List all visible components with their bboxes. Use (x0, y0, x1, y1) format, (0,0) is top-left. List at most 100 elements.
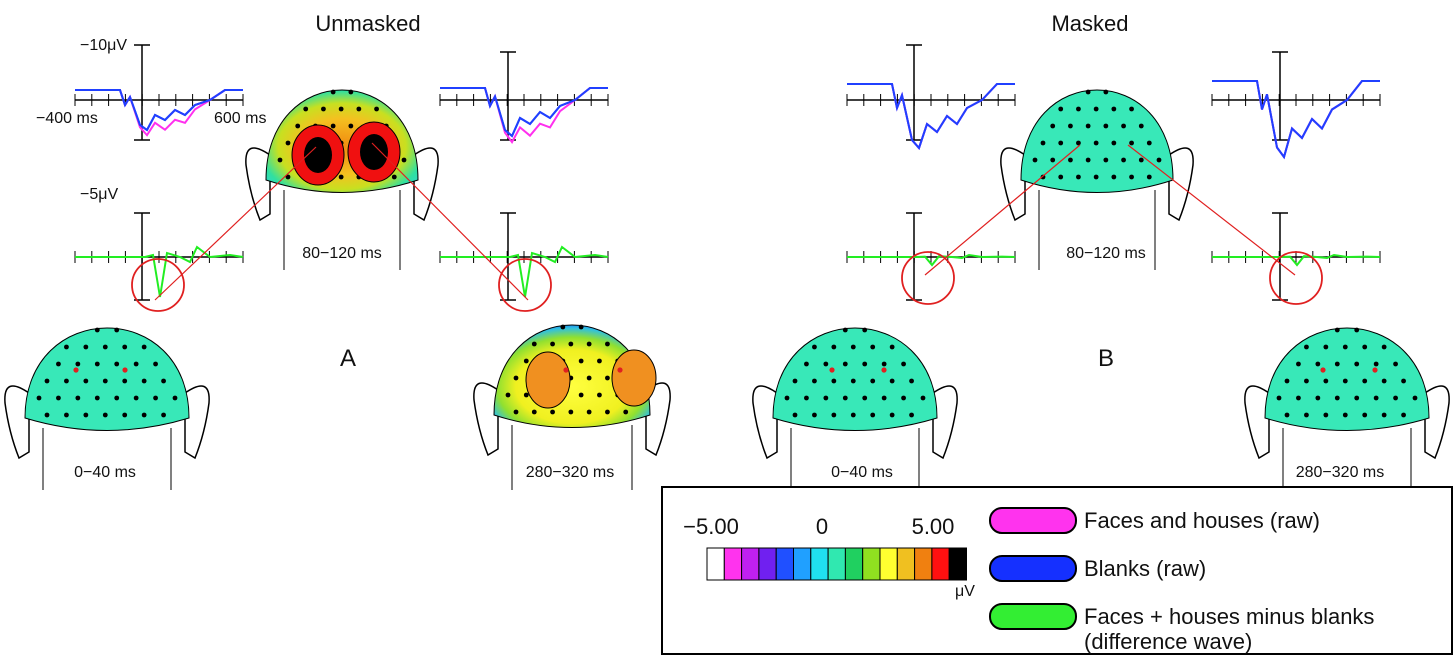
electrode (1277, 396, 1282, 401)
electrode (1304, 413, 1309, 418)
electrode (579, 325, 584, 330)
highlight-circle (499, 259, 551, 311)
electrode (843, 396, 848, 401)
electrode (278, 158, 283, 163)
electrode (348, 90, 353, 95)
electrode (1111, 107, 1116, 112)
electrode (851, 379, 856, 384)
electrode (587, 410, 592, 415)
electrode (882, 396, 887, 401)
ear (753, 386, 777, 458)
electrode (1103, 124, 1108, 129)
map-label: 0−40 ms (831, 464, 893, 481)
electrode (793, 379, 798, 384)
scale-label: 0 (816, 514, 828, 539)
electrode (1374, 396, 1379, 401)
figure: Unmasked −10μV −400 ms 600 ms −5μV 80−12… (0, 0, 1454, 655)
scale-label: −5.00 (683, 514, 739, 539)
electrode (804, 396, 809, 401)
electrode (1315, 396, 1320, 401)
electrode (1086, 158, 1091, 163)
electrode (1076, 175, 1081, 180)
electrode (153, 362, 158, 367)
electrode (1033, 158, 1038, 163)
electrode (605, 342, 610, 347)
electrode (1382, 345, 1387, 350)
electrode (142, 345, 147, 350)
colorbar-cell (845, 548, 862, 580)
electrode (1315, 362, 1320, 367)
electrode (1121, 124, 1126, 129)
electrode (161, 413, 166, 418)
electrode (122, 379, 127, 384)
electrode (804, 362, 809, 367)
electrode (1393, 362, 1398, 367)
electrode (1296, 396, 1301, 401)
electrode (173, 396, 178, 401)
map-label: 280−320 ms (1296, 464, 1385, 481)
electrode (823, 362, 828, 367)
electrode (901, 396, 906, 401)
electrode (605, 410, 610, 415)
panel-label: B (1098, 345, 1114, 372)
electrode (95, 396, 100, 401)
electrode (45, 379, 50, 384)
electrode (103, 413, 108, 418)
electrode (1413, 396, 1418, 401)
electrode (1050, 158, 1055, 163)
electrode (392, 175, 397, 180)
electrode-highlight (73, 367, 78, 372)
electrode (1362, 345, 1367, 350)
ear (474, 383, 498, 455)
electrode (921, 396, 926, 401)
legend-text: Faces + houses minus blanks (1084, 604, 1374, 629)
electrode-highlight (617, 367, 622, 372)
electrode (597, 359, 602, 364)
electrode (862, 328, 867, 333)
electrode (114, 396, 119, 401)
legend-text: Faces and houses (raw) (1084, 508, 1320, 533)
electrode (812, 379, 817, 384)
electrode (103, 345, 108, 350)
electrode-highlight (829, 367, 834, 372)
electrode (579, 359, 584, 364)
colorbar-cell (949, 548, 966, 580)
electrode (901, 362, 906, 367)
electrode (122, 413, 127, 418)
electrode (812, 413, 817, 418)
electrode (1076, 107, 1081, 112)
electrode (134, 396, 139, 401)
electrode (514, 376, 519, 381)
electrode (1354, 396, 1359, 401)
electrode (1129, 175, 1134, 180)
ear (414, 148, 438, 220)
electrode (1401, 413, 1406, 418)
electrode (785, 396, 790, 401)
electrode (890, 413, 895, 418)
electrode (550, 410, 555, 415)
electrode (882, 362, 887, 367)
electrode (587, 376, 592, 381)
electrode (331, 90, 336, 95)
electrode (1058, 141, 1063, 146)
electrode (1362, 379, 1367, 384)
electrode (568, 410, 573, 415)
electrode-highlight (122, 367, 127, 372)
electrode (114, 362, 119, 367)
electrode-highlight (563, 367, 568, 372)
electrode (1393, 396, 1398, 401)
electrode (831, 345, 836, 350)
electrode (1335, 362, 1340, 367)
electrode-highlight (1372, 367, 1377, 372)
electrode (356, 107, 361, 112)
map-label: 80−120 ms (302, 245, 382, 262)
electrode (83, 345, 88, 350)
electrode (514, 410, 519, 415)
electrode (331, 124, 336, 129)
electrode (550, 342, 555, 347)
colorbar-cell (863, 548, 880, 580)
colorbar-cell (742, 548, 759, 580)
electrode (1285, 379, 1290, 384)
electrode (1304, 379, 1309, 384)
electrode (1382, 379, 1387, 384)
